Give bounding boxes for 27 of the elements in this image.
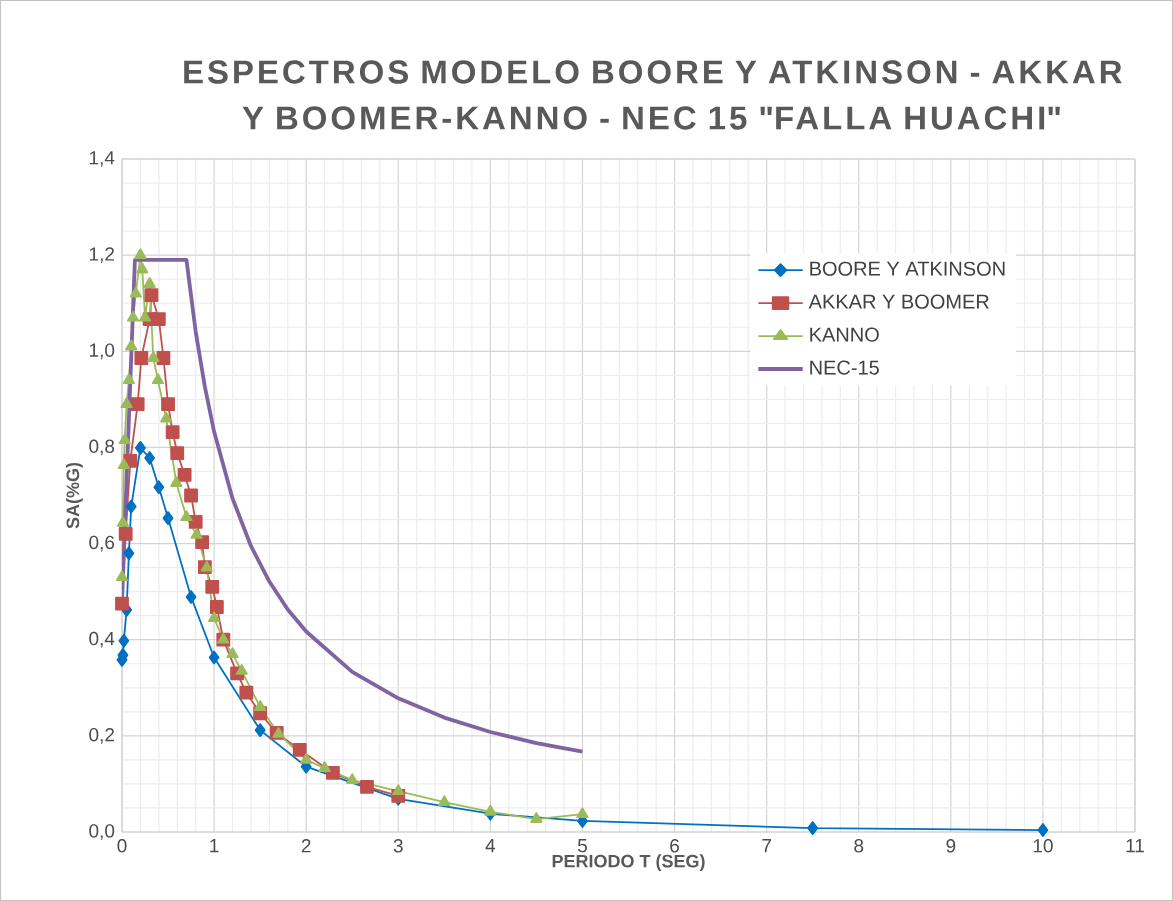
legend-label: KANNO [810, 327, 879, 342]
x-tick-label: 4 [485, 839, 496, 853]
y-tick-label: 1,4 [89, 151, 115, 167]
chart-title: ESPECTROS MODELO BOORE Y ATKINSON - AKKAR Y BOOMER-KANNO - NEC 15 "FALLA HUACHI" [184, 60, 1122, 130]
y-tick-label: 0,6 [89, 535, 115, 552]
legend-label: AKKAR Y BOOMER [808, 294, 989, 309]
x-tick-label: 0 [117, 839, 127, 853]
x-tick-label: 2 [301, 839, 311, 853]
x-tick-label: 9 [946, 839, 956, 853]
x-tick-label: 5 [577, 839, 587, 853]
x-tick-label: 10 [1033, 839, 1053, 853]
y-tick-label: 0,0 [89, 824, 115, 840]
x-tick-label: 11 [1126, 839, 1144, 853]
y-tick-label: 0,2 [89, 728, 114, 744]
x-tick-label: 7 [762, 839, 771, 853]
x-tick-label: 6 [670, 839, 679, 853]
y-tick-label: 1,0 [89, 343, 115, 360]
x-axis-title: PERIODO T (SEG) [552, 854, 705, 872]
y-tick-label: 1,2 [89, 247, 114, 263]
legend-label: BOORE Y ATKINSON [810, 261, 1005, 276]
x-tick-label: 3 [393, 839, 403, 853]
y-tick-label: 0,4 [89, 631, 115, 648]
x-tick-label: 1 [210, 839, 219, 853]
x-tick-label: 8 [854, 839, 864, 853]
legend-label: NEC-15 [810, 360, 879, 375]
y-tick-label: 0,8 [89, 439, 115, 456]
y-axis-title: SA(%G) [66, 462, 83, 529]
